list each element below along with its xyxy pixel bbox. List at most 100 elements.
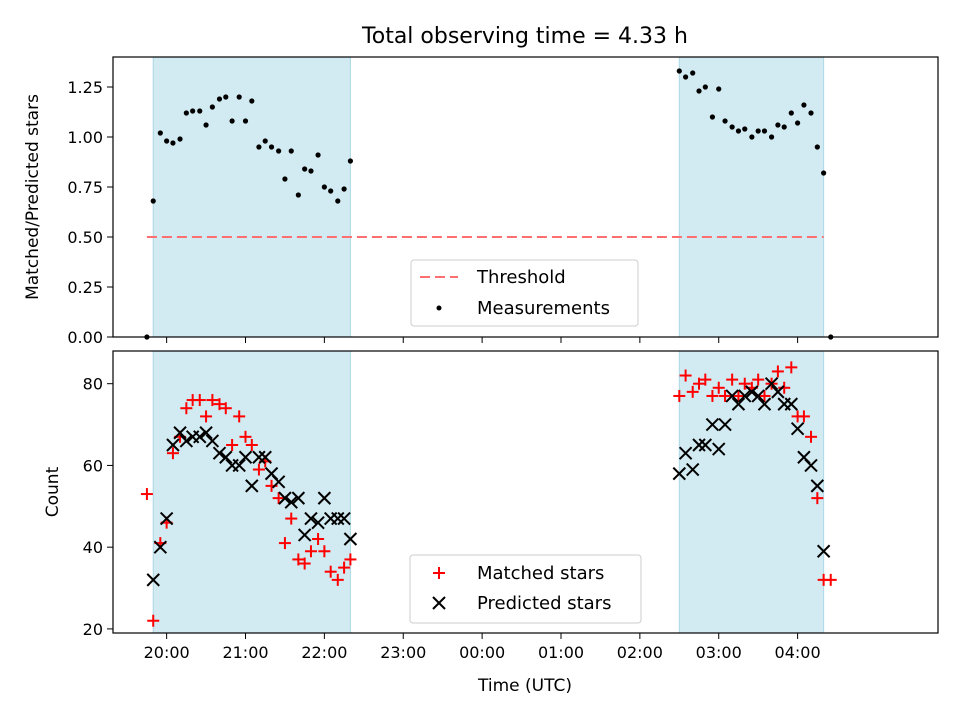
matched-star-marker (771, 365, 784, 378)
measurement-point (696, 88, 702, 94)
matched-star-marker (344, 553, 357, 566)
matched-star-marker (219, 402, 232, 415)
legend-measurements-swatch (436, 305, 442, 311)
top-x-ticks (166, 337, 799, 343)
top-legend-box (410, 259, 639, 327)
predicted-star-marker (757, 397, 772, 411)
measurement-point (209, 104, 215, 110)
measurement-point (722, 118, 728, 124)
predicted-star-marker (337, 511, 351, 526)
predicted-star-marker (705, 417, 720, 432)
y-tick-label: 20 (83, 620, 103, 639)
measurement-point (249, 98, 255, 104)
predicted-star-marker (199, 426, 213, 440)
measurement-point (308, 168, 314, 174)
predicted-star-marker (678, 446, 693, 460)
predicted-star-marker (738, 389, 752, 403)
matched-star-marker (811, 492, 824, 505)
measurement-point (775, 122, 781, 128)
predicted-star-marker (751, 389, 765, 403)
predicted-star-marker (810, 479, 825, 493)
x-tick-label: 01:00 (538, 643, 584, 662)
measurement-point (683, 74, 689, 80)
predicted-star-marker (252, 450, 266, 464)
measurement-point (795, 120, 801, 126)
legend-threshold-label: Threshold (476, 267, 566, 288)
y-tick-label: 0.75 (67, 178, 103, 197)
matched-star-marker (732, 389, 745, 402)
measurement-point (315, 152, 321, 158)
matched-star-marker (693, 377, 706, 390)
top-y-axis-label: Matched/Predicted stars (23, 94, 43, 300)
x-tick-label: 20:00 (144, 643, 190, 662)
predicted-star-marker (146, 573, 160, 587)
predicted-star-marker (672, 466, 687, 481)
predicted-star-marker (179, 434, 194, 448)
top-shaded-interval-2 (678, 56, 825, 338)
measurement-point (742, 126, 748, 132)
measurement-point (347, 158, 354, 164)
predicted-star-marker (712, 442, 726, 456)
predicted-star-marker (193, 430, 207, 444)
matched-star-marker (239, 430, 252, 443)
matched-star-marker (673, 389, 686, 402)
measurement-point (229, 118, 235, 124)
legend-matched-label: Matched stars (477, 563, 604, 584)
predicted-star-marker (153, 540, 168, 554)
measurement-point (242, 118, 249, 124)
predicted-star-marker (692, 438, 706, 452)
top-panel: 0.00 0.25 0.50 0.75 1.00 1.25 Matched/Predict… (23, 56, 939, 347)
measurement-point (216, 96, 223, 102)
matched-star-marker (785, 361, 798, 374)
predicted-star-marker (245, 479, 259, 493)
bottom-legend-box (409, 554, 642, 624)
measurement-point (236, 94, 242, 100)
y-tick-label: 1.00 (67, 128, 103, 147)
matched-star-marker (140, 488, 153, 501)
matched-star-marker (797, 410, 810, 423)
measurement-point (328, 188, 334, 194)
measurement-point (821, 170, 827, 176)
matched-star-marker (166, 447, 179, 460)
measurement-point (203, 122, 209, 128)
top-markers (144, 68, 834, 340)
matched-star-marker (824, 573, 837, 586)
measurement-point (157, 130, 163, 136)
x-tick-label: 23:00 (380, 643, 426, 662)
matched-star-marker (285, 512, 298, 525)
figure-title: Total observing time = 4.33 h (361, 24, 688, 49)
legend-predicted-swatch (432, 596, 446, 610)
matched-star-marker (699, 373, 712, 386)
top-shaded-regions (152, 56, 825, 338)
bottom-markers (140, 361, 837, 627)
predicted-star-marker (166, 438, 180, 452)
measurement-point (321, 184, 327, 190)
y-tick-label: 40 (83, 538, 103, 557)
matched-star-marker (147, 614, 160, 627)
matched-star-marker (778, 381, 791, 394)
y-tick-label: 0.00 (67, 328, 103, 347)
measurement-point (814, 144, 820, 150)
matched-star-marker (805, 430, 818, 443)
predicted-star-marker (232, 458, 246, 473)
matched-star-marker (686, 385, 699, 398)
measurement-point (781, 124, 787, 130)
matched-star-marker (752, 373, 765, 386)
measurement-point (341, 186, 347, 192)
measurement-point (690, 70, 696, 76)
measurement-point (755, 128, 761, 134)
bottom-x-axis-label: Time (UTC) (477, 676, 572, 696)
matched-star-marker (726, 373, 739, 386)
x-tick-label: 03:00 (696, 643, 742, 662)
matched-star-marker (233, 410, 246, 423)
predicted-star-marker (297, 528, 312, 542)
predicted-star-marker (258, 450, 272, 464)
measurement-point (295, 192, 301, 198)
top-legend: Threshold Measurements (410, 259, 639, 327)
legend-matched-swatch (433, 567, 445, 579)
x-tick-label: 00:00 (459, 643, 505, 662)
bottom-y-axis-label: Count (43, 466, 63, 517)
measurement-point (183, 110, 189, 116)
y-tick-label: 80 (83, 375, 103, 394)
